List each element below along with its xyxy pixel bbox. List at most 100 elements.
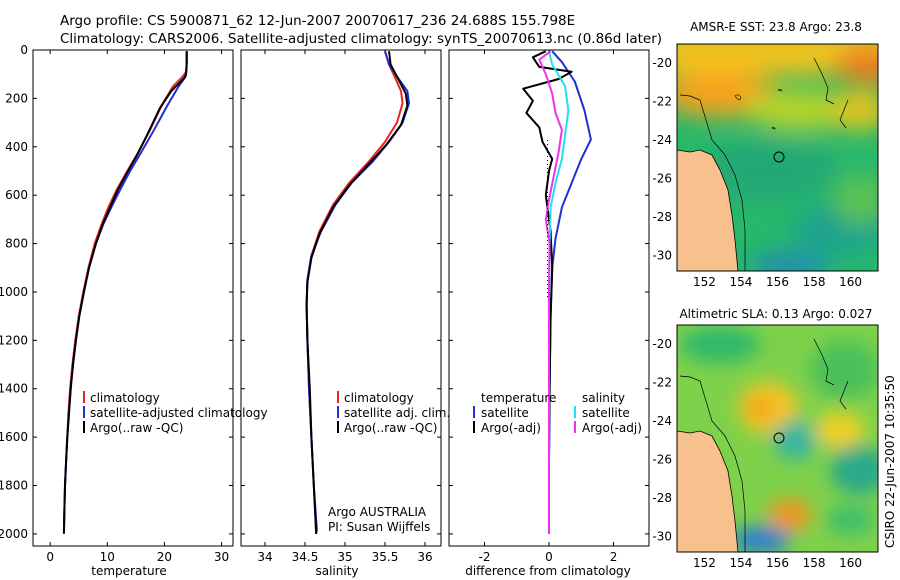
sst-blob	[750, 255, 830, 271]
legend-label-sal-argo: Argo(-adj)	[582, 421, 642, 435]
sst-map-xtick-label: 152	[693, 275, 716, 289]
temperature-ytick-label: 0	[20, 43, 28, 57]
sla-blob	[830, 445, 878, 495]
sst-map-axes	[676, 43, 879, 272]
legend-label-temp-satellite: satellite	[481, 406, 529, 420]
sla-map-ytick-label: -22	[652, 376, 672, 390]
legend-label-argo: Argo(..raw -QC)	[90, 421, 183, 435]
salinity-series-argo	[305, 51, 409, 534]
temperature-xtick-label: 0	[46, 550, 54, 564]
temperature-xlabel: temperature	[91, 564, 166, 578]
legend-label-temp-argo: Argo(-adj)	[481, 421, 541, 435]
argo-location-marker	[773, 151, 785, 163]
timestamp-label: CSIRO 22-Jun-2007 10:35:50	[883, 375, 897, 548]
legend-label-satellite: satellite adj. clim.	[344, 406, 450, 420]
sla-blob	[773, 420, 817, 460]
temperature-xtick-label: 10	[100, 550, 115, 564]
sst-map-ytick-label: -26	[652, 172, 672, 186]
sla-blob	[748, 398, 772, 418]
sla-map-xtick-label: 152	[693, 556, 716, 570]
sst-blob	[835, 175, 878, 225]
legend-title-salinity: salinity	[582, 391, 625, 405]
difference-xtick-label: 2	[610, 550, 618, 564]
temperature-ytick-label: 1800	[0, 479, 28, 493]
sst-blob	[745, 90, 855, 130]
temperature-ytick-label: 1000	[0, 285, 28, 299]
salinity-xtick-label: 35.5	[372, 550, 399, 564]
argo-owner-annotation: Argo AUSTRALIA	[328, 505, 427, 519]
salinity-xtick-label: 36	[417, 550, 432, 564]
sst-blob	[700, 140, 840, 200]
sst-map-title: AMSR-E SST: 23.8 Argo: 23.8	[690, 20, 862, 34]
legend-label-climatology: climatology	[90, 391, 160, 405]
figure-title-line1: Argo profile: CS 5900871_62 12-Jun-2007 …	[60, 13, 575, 29]
difference-series-group	[522, 50, 592, 534]
temperature-series-group	[62, 51, 188, 534]
temperature-ytick-label: 400	[5, 140, 28, 154]
legend-label-sal-satellite: satellite	[582, 406, 630, 420]
temperature-legend: climatology satellite-adjusted climatolo…	[83, 391, 268, 435]
temperature-axes	[32, 49, 234, 547]
salinity-xtick-label: 35	[337, 550, 352, 564]
sla-blob	[768, 499, 812, 531]
sst-map-xtick-label: 156	[766, 275, 789, 289]
sla-map	[677, 325, 878, 552]
temperature-series-argo	[62, 51, 188, 534]
sla-map-ytick-label: -20	[652, 337, 672, 351]
sst-map-ytick-label: -20	[652, 56, 672, 70]
sla-map-xtick-label: 154	[730, 556, 753, 570]
sla-blob	[815, 412, 865, 448]
figure-title-line2: Climatology: CARS2006. Satellite-adjuste…	[60, 31, 662, 47]
sla-shelf-contour	[679, 375, 746, 552]
sla-map-axes	[676, 324, 879, 553]
sst-map-ytick-label: -24	[652, 133, 672, 147]
sst-map-ytick-label: -28	[652, 210, 672, 224]
sla-map-title: Altimetric SLA: 0.13 Argo: 0.027	[679, 307, 872, 321]
salinity-xlabel: salinity	[315, 564, 358, 578]
sst-blob	[830, 90, 878, 130]
temperature-ytick-label: 600	[5, 188, 28, 202]
temperature-ytick-label: 1200	[0, 333, 28, 347]
profile-lines	[62, 50, 592, 534]
salinity-axes	[240, 49, 442, 547]
difference-series-temperature-argo	[522, 50, 573, 534]
legend-label-satellite: satellite-adjusted climatology	[90, 406, 268, 420]
sla-map-xtick-label: 156	[766, 556, 789, 570]
difference-xtick-label: 0	[545, 550, 553, 564]
sst-map-xtick-label: 160	[839, 275, 862, 289]
sst-reef-contour	[813, 57, 849, 129]
sla-map-xtick-label: 160	[839, 556, 862, 570]
salinity-series-group	[305, 50, 410, 534]
sla-map-ytick-label: -26	[652, 453, 672, 467]
temperature-xtick-label: 20	[157, 550, 172, 564]
legend-label-climatology: climatology	[344, 391, 414, 405]
salinity-legend: climatology satellite adj. clim. Argo(..…	[328, 391, 450, 534]
sst-field-blobs	[677, 44, 878, 271]
sla-blob	[825, 505, 875, 535]
temperature-ytick-label: 800	[5, 237, 28, 251]
sla-blob	[730, 526, 790, 552]
salinity-xtick-label: 34	[257, 550, 272, 564]
sst-land	[677, 149, 739, 271]
sla-blob	[680, 327, 760, 363]
sla-map-xtick-label: 158	[803, 556, 826, 570]
sla-blob	[810, 340, 878, 400]
temperature-ytick-label: 2000	[0, 527, 28, 541]
salinity-xtick-label: 34.5	[292, 550, 319, 564]
sst-map-xtick-label: 154	[730, 275, 753, 289]
temperature-ytick-label: 1600	[0, 430, 28, 444]
sla-map-ytick-label: -24	[652, 414, 672, 428]
sst-shelf-contour	[679, 94, 746, 271]
sla-map-ytick-label: -30	[652, 530, 672, 544]
sst-map-ytick-label: -22	[652, 95, 672, 109]
difference-xlabel: difference from climatology	[465, 564, 631, 578]
difference-legend: temperature satellite Argo(-adj) salinit…	[473, 391, 642, 435]
sst-map-ytick-label: -30	[652, 249, 672, 263]
difference-series-salinity-argo	[538, 50, 563, 534]
sla-land	[677, 430, 739, 552]
argo-location-marker	[773, 432, 785, 444]
difference-xtick-label: -2	[478, 550, 490, 564]
sla-reef-contour	[813, 338, 849, 410]
temperature-xtick-label: 30	[214, 550, 229, 564]
